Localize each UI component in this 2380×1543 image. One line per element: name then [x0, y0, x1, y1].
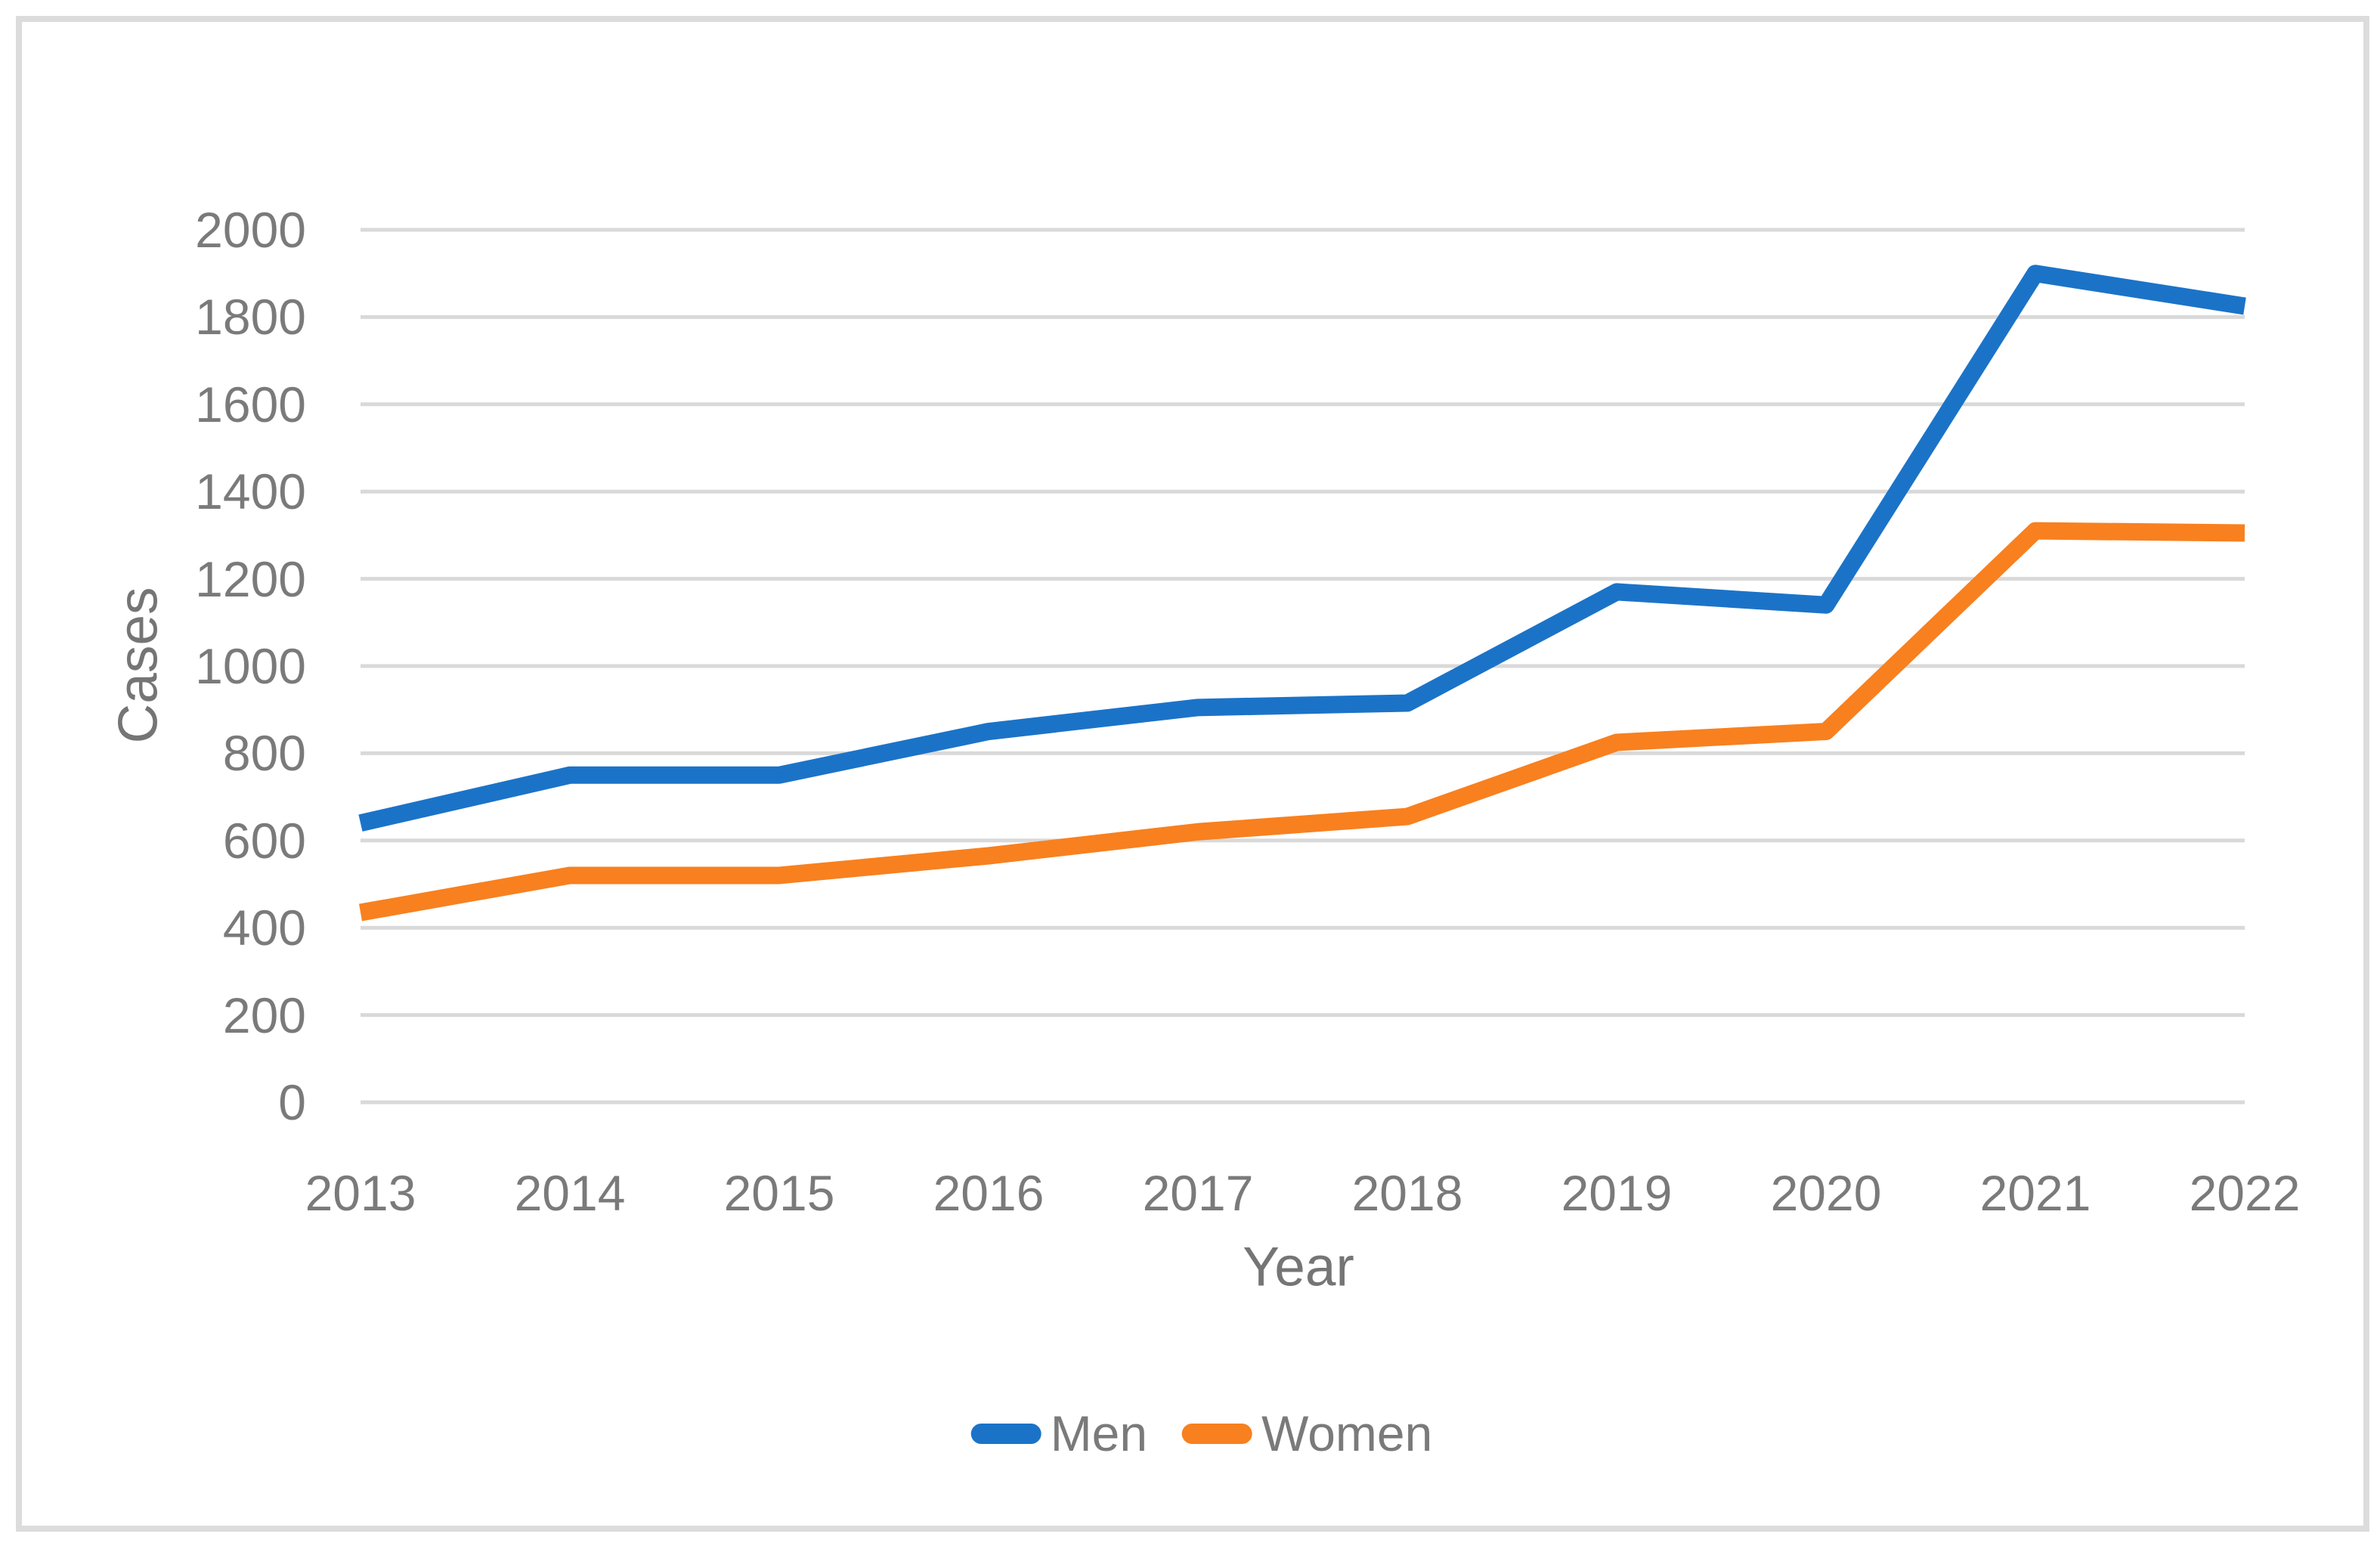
legend-label-women: Women: [1261, 1405, 1433, 1461]
legend-item-women: Women: [1182, 1405, 1432, 1462]
x-tick-label: 2021: [1979, 1165, 2091, 1221]
y-tick-label: 1000: [195, 638, 306, 694]
y-tick-label: 1800: [195, 289, 306, 345]
legend-label-men: Men: [1050, 1405, 1148, 1461]
figure-border: [16, 16, 2369, 1532]
x-tick-label: 2017: [1142, 1165, 1254, 1221]
x-tick-label: 2013: [305, 1165, 416, 1221]
x-axis-title: Year: [1243, 1236, 1354, 1298]
y-tick-label: 0: [278, 1074, 306, 1130]
x-tick-label: 2015: [723, 1165, 835, 1221]
y-tick-label: 1200: [195, 550, 306, 607]
x-tick-label: 2019: [1561, 1165, 1673, 1221]
y-tick-label: 2000: [195, 202, 306, 258]
men-series-line: [358, 265, 2246, 832]
y-tick-label: 800: [222, 725, 306, 782]
legend: Men Women: [970, 1405, 1432, 1462]
x-tick-label: 2022: [2189, 1165, 2301, 1221]
women-series-line: [358, 522, 2245, 922]
women-line-swatch: [1182, 1423, 1253, 1444]
x-tick-label: 2014: [514, 1165, 626, 1221]
y-axis-title: Cases: [107, 587, 169, 744]
legend-item-men: Men: [970, 1405, 1148, 1462]
y-tick-label: 1600: [195, 376, 306, 432]
x-tick-label: 2016: [933, 1165, 1045, 1221]
y-tick-label: 600: [222, 812, 306, 869]
x-tick-label: 2018: [1351, 1165, 1463, 1221]
y-tick-label: 400: [222, 900, 306, 956]
y-tick-label: 1400: [195, 463, 306, 520]
x-tick-label: 2020: [1770, 1165, 1882, 1221]
men-line-swatch: [970, 1423, 1041, 1444]
y-tick-label: 200: [222, 987, 306, 1043]
